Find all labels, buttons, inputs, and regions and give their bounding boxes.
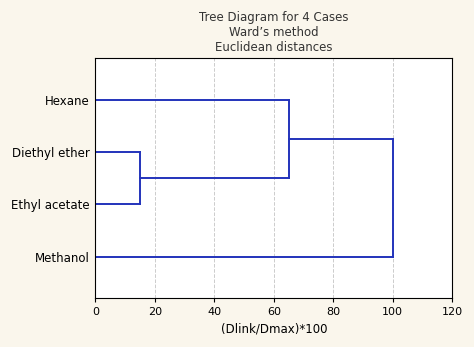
- Title: Tree Diagram for 4 Cases
Ward’s method
Euclidean distances: Tree Diagram for 4 Cases Ward’s method E…: [199, 11, 348, 54]
- X-axis label: (Dlink/Dmax)*100: (Dlink/Dmax)*100: [220, 323, 327, 336]
